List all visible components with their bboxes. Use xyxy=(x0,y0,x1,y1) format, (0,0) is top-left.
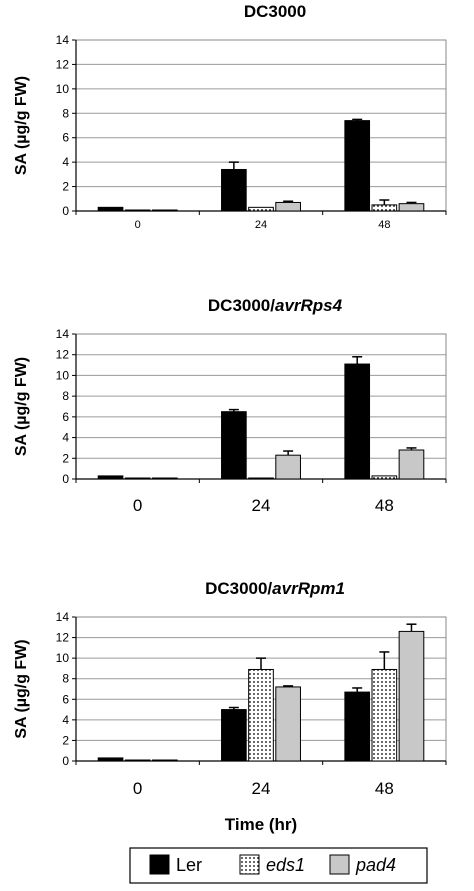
y-tick-label: 6 xyxy=(62,692,69,706)
y-tick-label: 8 xyxy=(62,672,69,686)
x-category-label: 48 xyxy=(378,219,390,231)
bar-eds1-24 xyxy=(248,668,274,762)
x-category-label: 0 xyxy=(133,496,142,515)
y-axis-label: SA (µg/g FW) xyxy=(13,76,30,175)
chart-title: DC3000/avrRpm1 xyxy=(205,579,345,598)
y-tick-label: 10 xyxy=(56,651,70,665)
bar-eds1-48 xyxy=(371,668,398,762)
bar-pad4-0 xyxy=(151,477,178,480)
y-tick-label: 0 xyxy=(62,754,69,768)
x-category-label: 48 xyxy=(375,779,394,798)
bar-Ler-48 xyxy=(344,120,371,212)
y-tick-label: 2 xyxy=(62,733,69,747)
x-category-label: 24 xyxy=(255,219,267,231)
x-category-label: 0 xyxy=(135,219,141,231)
y-tick-label: 14 xyxy=(56,610,70,624)
bar-pad4-0 xyxy=(151,759,178,762)
y-tick-label: 4 xyxy=(62,713,69,727)
bar-Ler-24 xyxy=(221,168,247,212)
bar-eds1-24 xyxy=(248,206,274,212)
y-tick-label: 2 xyxy=(62,180,69,194)
bar-eds1-48 xyxy=(371,475,398,480)
bar-pad4-48 xyxy=(398,449,425,480)
y-tick-label: 14 xyxy=(56,327,70,341)
y-tick-label: 0 xyxy=(62,204,69,218)
chart-title-main: DC3000 xyxy=(244,2,306,21)
y-tick-label: 6 xyxy=(62,410,69,424)
bar-Ler-0 xyxy=(97,475,124,480)
bar-pad4-24 xyxy=(275,454,301,480)
x-category-label: 0 xyxy=(133,779,142,798)
y-tick-label: 2 xyxy=(62,451,69,465)
bar-pad4-48 xyxy=(398,203,425,212)
bar-pad4-0 xyxy=(151,209,178,212)
bar-pad4-24 xyxy=(275,686,301,762)
bar-pad4-48 xyxy=(398,630,425,762)
plot-frame xyxy=(75,333,447,480)
y-tick-label: 8 xyxy=(62,106,69,120)
y-tick-label: 4 xyxy=(62,155,69,169)
legend-swatch-Ler xyxy=(149,854,170,875)
legend-label-eds1: eds1 xyxy=(266,855,305,875)
bar-pad4-24 xyxy=(275,201,301,212)
y-tick-label: 12 xyxy=(56,57,70,71)
bar-eds1-0 xyxy=(124,759,151,762)
chart-title-main: DC3000/ xyxy=(208,296,275,315)
legend-swatch-pad4 xyxy=(329,854,350,875)
y-tick-label: 6 xyxy=(62,131,69,145)
x-category-label: 24 xyxy=(252,779,271,798)
legend-label-pad4: pad4 xyxy=(355,855,396,875)
y-axis-label: SA (µg/g FW) xyxy=(13,639,30,738)
bar-eds1-24 xyxy=(248,477,274,480)
legend-box xyxy=(129,847,428,884)
y-tick-label: 10 xyxy=(56,368,70,382)
y-tick-label: 12 xyxy=(56,348,70,362)
chart-title-main: DC3000/ xyxy=(205,579,272,598)
x-axis-label: Time (hr) xyxy=(225,815,297,834)
plot-frame xyxy=(75,39,447,212)
bar-Ler-0 xyxy=(97,757,124,762)
chart-title-italic: avrRps4 xyxy=(275,296,343,315)
y-tick-label: 14 xyxy=(56,33,70,47)
chart-title: DC3000/avrRps4 xyxy=(208,296,343,315)
legend-swatch-eds1 xyxy=(239,854,260,875)
bar-Ler-24 xyxy=(221,411,247,480)
bar-Ler-48 xyxy=(344,363,371,480)
bar-Ler-24 xyxy=(221,709,247,762)
chart-title-italic: avrRpm1 xyxy=(272,579,345,598)
bar-eds1-0 xyxy=(124,477,151,480)
bar-eds1-48 xyxy=(371,204,398,212)
legend: Ler eds1 pad4 xyxy=(129,847,428,884)
bar-Ler-48 xyxy=(344,691,371,762)
bar-eds1-0 xyxy=(124,209,151,212)
y-tick-label: 0 xyxy=(62,472,69,486)
y-tick-label: 12 xyxy=(56,631,70,645)
legend-label-Ler: Ler xyxy=(176,855,202,875)
y-tick-label: 10 xyxy=(56,82,70,96)
y-tick-label: 8 xyxy=(62,389,69,403)
y-tick-label: 4 xyxy=(62,431,69,445)
x-category-label: 24 xyxy=(252,496,271,515)
x-category-label: 48 xyxy=(375,496,394,515)
chart-title: DC3000 xyxy=(244,2,306,21)
y-axis-label: SA (µg/g FW) xyxy=(13,357,30,456)
bar-Ler-0 xyxy=(97,206,124,212)
